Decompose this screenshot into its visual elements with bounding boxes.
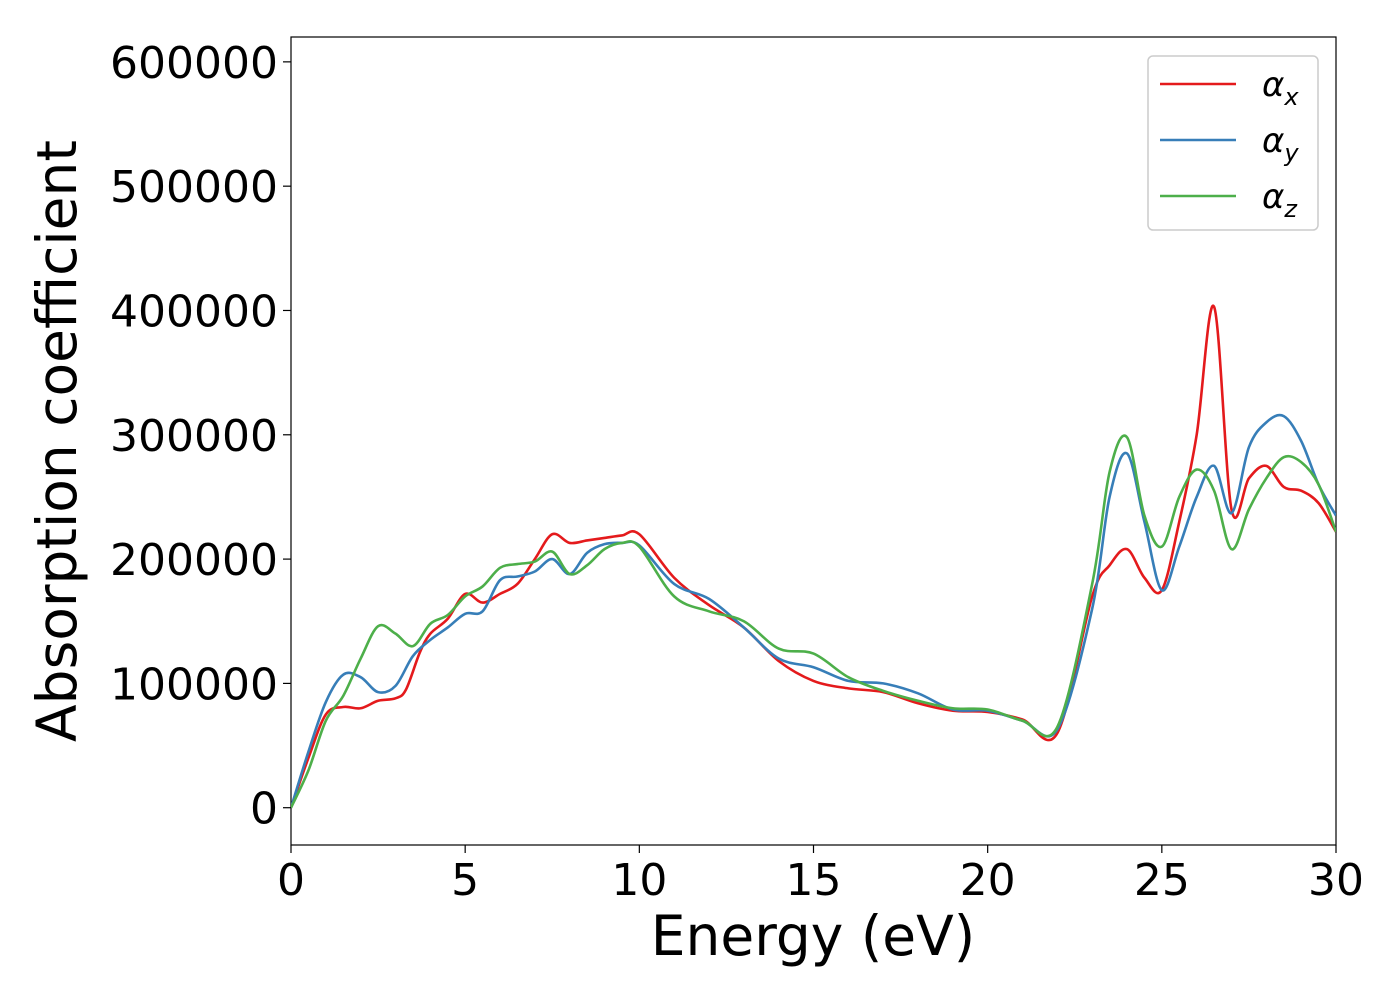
legend-subscript: z xyxy=(1283,195,1298,223)
legend-label: αx xyxy=(1262,65,1299,111)
legend-subscript: y xyxy=(1283,139,1299,167)
x-tick-label: 5 xyxy=(451,855,479,906)
legend-symbol: α xyxy=(1262,65,1284,105)
y-tick-label: 0 xyxy=(250,784,278,835)
y-tick-label: 600000 xyxy=(110,38,278,89)
legend-symbol: α xyxy=(1262,177,1284,217)
legend-label: αy xyxy=(1262,121,1299,167)
y-axis: 0 100000 200000 300000 400000 500000 600000 xyxy=(110,38,291,835)
y-tick-label: 400000 xyxy=(110,286,278,337)
x-tick-label: 25 xyxy=(1134,855,1190,906)
series-line-z xyxy=(291,434,1336,809)
legend-subscript: x xyxy=(1283,83,1299,111)
x-tick-label: 10 xyxy=(611,855,667,906)
y-tick-label: 200000 xyxy=(110,535,278,586)
series-layer xyxy=(291,304,1336,809)
x-axis: 0 5 10 15 20 25 30 xyxy=(277,845,1364,906)
x-tick-label: 0 xyxy=(277,855,305,906)
y-tick-label: 500000 xyxy=(110,162,278,213)
x-axis-title: Energy (eV) xyxy=(651,904,975,968)
y-tick-label: 100000 xyxy=(110,659,278,710)
y-tick-label: 300000 xyxy=(110,411,278,462)
y-axis-title: Absorption coefficient xyxy=(25,140,89,742)
legend-symbol: α xyxy=(1262,121,1284,161)
legend-frame xyxy=(1147,55,1319,231)
x-tick-label: 20 xyxy=(960,855,1016,906)
series-line-y xyxy=(291,413,1336,809)
x-tick-label: 15 xyxy=(786,855,842,906)
legend-label: αz xyxy=(1262,177,1298,223)
x-tick-label: 30 xyxy=(1308,855,1364,906)
